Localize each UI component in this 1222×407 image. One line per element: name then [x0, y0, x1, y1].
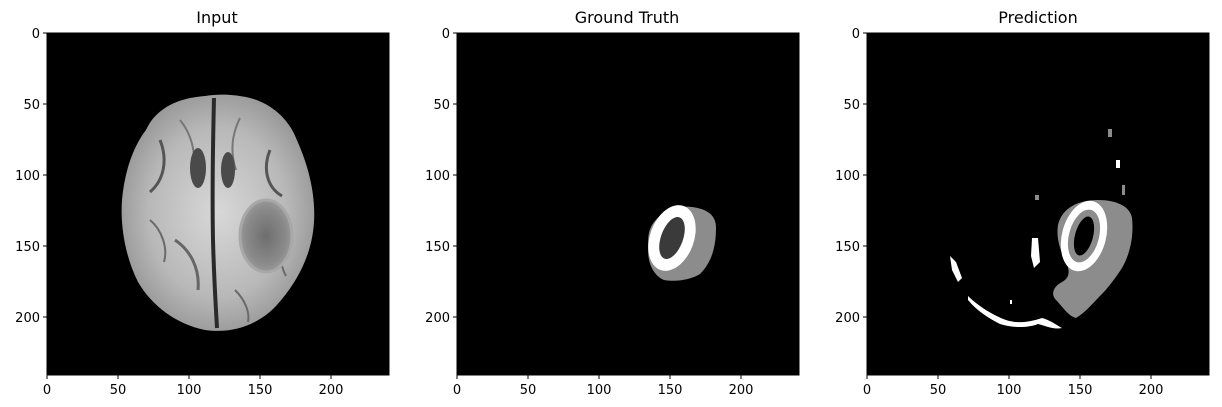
- axes-frame: [46, 32, 390, 376]
- y-axis: 0 50 100 150 200: [15, 27, 47, 326]
- x-tick-label: 150: [1068, 383, 1093, 398]
- mask-false-positive: [1031, 238, 1040, 268]
- ventricle: [190, 148, 206, 188]
- x-tick-label: 200: [1139, 383, 1164, 398]
- y-tick-label: 100: [425, 169, 450, 184]
- ventricle: [221, 152, 235, 188]
- mask-false-positive-streak: [968, 296, 1062, 329]
- x-tick-label: 50: [930, 383, 947, 398]
- x-axis: 0 50 100 150 200: [453, 375, 754, 398]
- x-tick-label: 150: [658, 383, 683, 398]
- y-tick-label: 100: [835, 169, 860, 184]
- x-tick-label: 0: [863, 383, 871, 398]
- tumor-region: [238, 198, 294, 274]
- y-tick-label: 0: [852, 27, 860, 42]
- y-tick-label: 50: [433, 98, 450, 113]
- midline-fissure: [210, 97, 219, 329]
- y-tick-label: 150: [425, 240, 450, 255]
- x-tick-label: 0: [43, 383, 51, 398]
- x-tick-label: 50: [520, 383, 537, 398]
- y-tick-label: 100: [15, 169, 40, 184]
- y-tick-label: 50: [23, 98, 40, 113]
- x-tick-label: 50: [110, 383, 127, 398]
- mask-necrotic-core: [659, 216, 685, 260]
- x-tick-label: 100: [997, 383, 1022, 398]
- y-tick-label: 50: [843, 98, 860, 113]
- mask-necrotic-core: [1073, 216, 1095, 256]
- panel-input: Input: [15, 8, 390, 398]
- image-input: [47, 33, 389, 375]
- panel-prediction: Prediction: [835, 8, 1210, 398]
- y-tick-label: 150: [15, 240, 40, 255]
- x-axis: 0 50 100 150 200: [43, 375, 344, 398]
- image-ground-truth: [457, 33, 799, 375]
- panel-title-input: Input: [196, 8, 237, 27]
- x-tick-label: 100: [587, 383, 612, 398]
- y-axis: 0 50 100 150 200: [425, 27, 457, 326]
- y-tick-label: 150: [835, 240, 860, 255]
- x-tick-label: 200: [319, 383, 344, 398]
- y-tick-label: 0: [442, 27, 450, 42]
- panel-title-ground-truth: Ground Truth: [575, 8, 680, 27]
- axes-frame: [866, 32, 1210, 376]
- x-tick-label: 100: [177, 383, 202, 398]
- panel-title-prediction: Prediction: [998, 8, 1077, 27]
- y-tick-label: 200: [835, 311, 860, 326]
- x-axis: 0 50 100 150 200: [863, 375, 1164, 398]
- y-axis: 0 50 100 150 200: [835, 27, 867, 326]
- panel-ground-truth: Ground Truth 0 50 100 150 200: [425, 8, 800, 398]
- mask-false-positive: [950, 256, 962, 282]
- y-tick-label: 0: [32, 27, 40, 42]
- y-tick-label: 200: [15, 311, 40, 326]
- x-tick-label: 0: [453, 383, 461, 398]
- image-prediction: [867, 33, 1209, 375]
- x-tick-label: 200: [729, 383, 754, 398]
- y-tick-label: 200: [425, 311, 450, 326]
- axes-frame: [456, 32, 800, 376]
- x-tick-label: 150: [248, 383, 273, 398]
